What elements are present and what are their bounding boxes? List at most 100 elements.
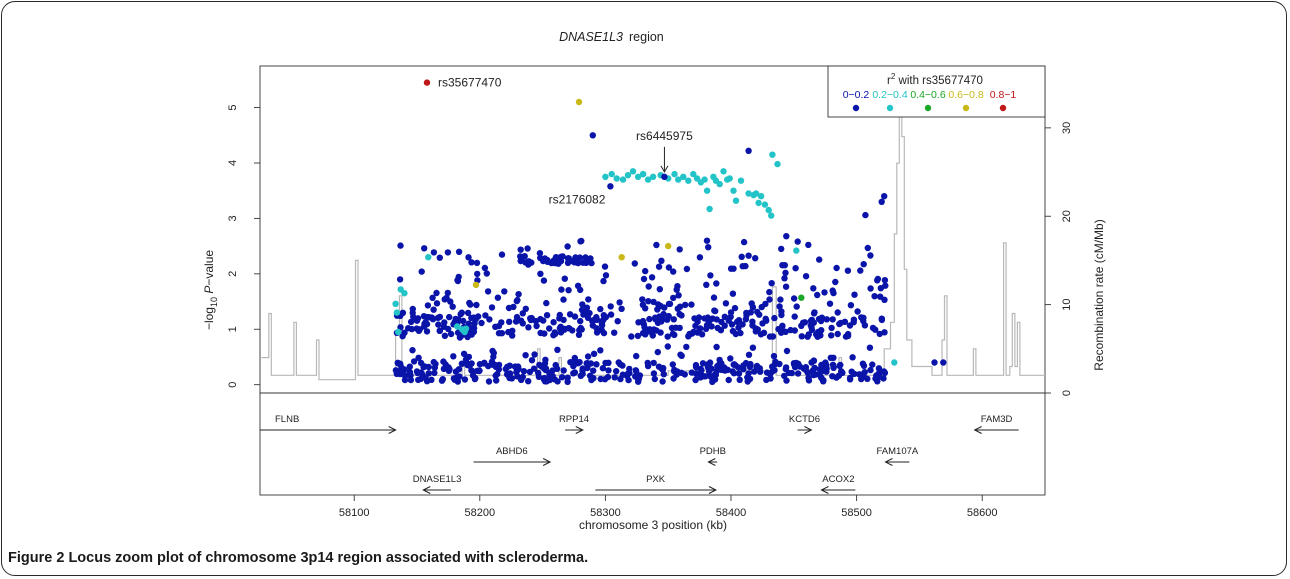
snp-point — [670, 316, 677, 323]
snp-point — [399, 309, 407, 316]
snp-point — [582, 254, 589, 261]
snp-point — [602, 359, 609, 367]
legend-label-2: 0.4−0.6 — [910, 89, 945, 101]
snp-point — [476, 367, 483, 375]
snp-point — [813, 331, 820, 338]
snp-point — [758, 303, 765, 311]
snp-point — [488, 361, 495, 368]
snp-point — [626, 369, 633, 377]
snp-point — [783, 377, 790, 384]
gene-PDHB-arrowhead — [707, 458, 716, 466]
recombination-rate-line — [261, 109, 1045, 381]
snp-point — [466, 362, 473, 369]
snp-point — [469, 372, 477, 379]
snp-point-r2-0.2-0.4 — [675, 176, 682, 183]
snp-point — [561, 275, 568, 282]
snp-point — [616, 299, 623, 306]
snp-point — [707, 373, 714, 380]
snp-point — [877, 293, 884, 300]
snp-point — [446, 313, 453, 321]
snp-point — [682, 301, 689, 309]
snp-point — [703, 322, 711, 329]
snp-point-r2-0.2-0.4 — [680, 173, 687, 180]
snp-point — [805, 241, 812, 249]
snp-point — [602, 272, 610, 279]
snp-point — [482, 312, 489, 319]
gene-FLNB-arrowhead — [388, 426, 397, 434]
snp-point — [836, 320, 843, 328]
snp-point — [423, 328, 431, 335]
caption-text: Locus zoom plot of chromosome 3p14 regio… — [68, 550, 589, 566]
snp-point — [881, 277, 889, 284]
snp-point — [844, 332, 852, 340]
recombination-line — [261, 109, 1045, 381]
snp-point — [532, 317, 540, 325]
snp-point — [518, 254, 525, 261]
snp-point — [829, 316, 836, 323]
snp-point — [860, 261, 867, 268]
snp-point — [593, 314, 600, 321]
snp-point — [471, 320, 478, 327]
snp-point — [485, 378, 493, 385]
annotation-rs35677470: rs35677470 — [438, 76, 502, 90]
snp-point — [729, 368, 736, 375]
snp-point — [674, 305, 681, 312]
snp-point — [734, 318, 741, 325]
snp-point — [659, 378, 666, 385]
snp-point — [736, 376, 743, 383]
gene-FLNB-label: FLNB — [275, 414, 299, 425]
snp-point — [455, 273, 462, 281]
snp-point — [441, 319, 448, 326]
snp-point — [867, 366, 874, 374]
snp-point — [833, 264, 840, 272]
snp-point — [757, 331, 765, 338]
gene-KCTD6-arrowhead — [804, 426, 813, 434]
snp-point — [814, 291, 821, 299]
snp-point — [458, 360, 466, 367]
snp-point — [554, 346, 561, 353]
snp-point — [650, 370, 658, 377]
snp-point-highlight — [778, 245, 785, 253]
snp-point-r2-0.2-0.4 — [774, 160, 781, 168]
snp-point — [818, 366, 826, 373]
snp-point — [669, 361, 676, 368]
snp-point — [698, 366, 705, 374]
snp-point-highlight — [878, 198, 885, 205]
snp-point-highlight — [665, 242, 672, 250]
snp-point — [644, 362, 652, 370]
snp-point — [558, 374, 566, 381]
snp-point — [536, 361, 543, 369]
snp-point — [688, 301, 695, 308]
snp-point — [858, 375, 865, 383]
snp-point-r2-0.2-0.4 — [737, 177, 745, 184]
snp-point — [584, 353, 592, 360]
snp-point-r2-0.2-0.4 — [629, 168, 637, 175]
snp-point — [434, 314, 442, 321]
snp-point — [533, 322, 540, 330]
snp-point-rs35677470 — [423, 79, 431, 86]
caption-number: Figure 2 — [8, 550, 65, 566]
legend-box — [827, 65, 1046, 118]
snp-point-r2-0.2-0.4 — [685, 177, 692, 184]
snp-point — [473, 301, 480, 309]
snp-point — [625, 376, 632, 384]
snp-point-highlight — [940, 359, 947, 366]
snp-point — [544, 258, 551, 265]
snp-point — [494, 294, 502, 301]
snp-point — [645, 298, 652, 305]
snp-point — [776, 303, 783, 310]
snp-point — [693, 370, 700, 377]
snp-point-highlight — [618, 254, 625, 261]
snp-point — [706, 359, 714, 366]
snp-point — [834, 309, 841, 316]
y-tick-label: 1 — [227, 326, 239, 332]
snp-point — [740, 238, 748, 246]
snp-point — [834, 330, 841, 338]
snp-point — [713, 280, 720, 287]
snp-point — [433, 289, 440, 297]
y-tick-label: 5 — [227, 105, 239, 111]
snp-point — [570, 370, 577, 377]
snp-point — [735, 370, 743, 377]
snp-point-rs6445975 — [661, 173, 668, 180]
snp-point — [639, 296, 646, 303]
